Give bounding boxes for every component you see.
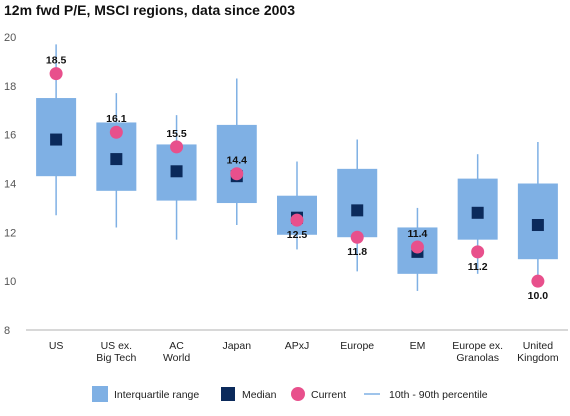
x-axis: US US ex. Big Tech AC World Japan APxJ Europe EM… bbox=[26, 329, 568, 364]
current-value-label: 11.4 bbox=[408, 228, 428, 240]
x-tick-label: US ex. Big Tech bbox=[96, 340, 136, 364]
y-tick-label: 20 bbox=[4, 32, 16, 44]
current-value-label: 15.5 bbox=[166, 128, 187, 140]
x-tick-label: EM bbox=[410, 340, 426, 352]
legend-current-swatch bbox=[291, 387, 305, 401]
legend: Interquartile range Median Current 10th - 9… bbox=[92, 386, 488, 402]
median-marker bbox=[531, 219, 544, 232]
y-tick-label: 16 bbox=[4, 130, 16, 142]
median-marker bbox=[50, 133, 63, 146]
x-tick-label: Europe ex. Granolas bbox=[452, 340, 503, 364]
legend-percentile-label: 10th - 90th percentile bbox=[389, 389, 488, 401]
y-tick-label: 12 bbox=[4, 227, 16, 239]
iqr-box bbox=[337, 168, 378, 238]
current-marker bbox=[49, 67, 63, 81]
legend-current-label: Current bbox=[311, 389, 346, 401]
current-marker bbox=[531, 274, 545, 288]
current-marker bbox=[350, 230, 364, 244]
y-tick-label: 10 bbox=[4, 276, 16, 288]
legend-median-swatch bbox=[221, 387, 235, 401]
current-value-label: 11.2 bbox=[468, 261, 488, 273]
median-marker bbox=[110, 153, 123, 166]
y-tick-label: 8 bbox=[4, 325, 10, 337]
current-marker bbox=[290, 213, 304, 227]
y-axis: 8 10 12 14 16 18 20 bbox=[4, 32, 16, 337]
legend-iqr-swatch bbox=[92, 386, 108, 402]
median-marker bbox=[351, 204, 364, 217]
median-marker bbox=[471, 206, 484, 219]
current-marker bbox=[410, 240, 424, 254]
current-markers bbox=[49, 67, 545, 288]
legend-iqr-label: Interquartile range bbox=[114, 389, 199, 401]
current-value-label: 14.4 bbox=[227, 155, 248, 167]
current-value-label: 16.1 bbox=[106, 113, 127, 125]
x-tick-label: United Kingdom bbox=[517, 340, 559, 364]
y-tick-label: 14 bbox=[4, 179, 16, 191]
legend-median-label: Median bbox=[242, 389, 277, 401]
current-value-label: 11.8 bbox=[347, 246, 367, 258]
x-tick-label: Europe bbox=[340, 340, 374, 352]
current-marker bbox=[471, 245, 485, 259]
chart-title: 12m fwd P/E, MSCI regions, data since 20… bbox=[4, 2, 295, 18]
x-tick-label: AC World bbox=[163, 340, 190, 364]
x-tick-label: APxJ bbox=[285, 340, 310, 352]
iqr-box bbox=[216, 124, 257, 204]
median-marker bbox=[170, 165, 183, 178]
current-value-label: 18.5 bbox=[46, 55, 67, 67]
current-value-label: 10.0 bbox=[528, 290, 549, 302]
current-marker bbox=[170, 140, 184, 154]
current-value-labels: 18.5 16.1 15.5 14.4 12.5 11.8 11.4 11.2 10.0 bbox=[46, 55, 548, 303]
x-tick-label: Japan bbox=[222, 340, 251, 352]
current-marker bbox=[230, 167, 244, 181]
current-marker bbox=[109, 125, 123, 139]
x-tick-label: US bbox=[49, 340, 64, 352]
current-value-label: 12.5 bbox=[287, 229, 308, 241]
y-tick-label: 18 bbox=[4, 81, 16, 93]
interquartile-boxes bbox=[36, 98, 558, 274]
